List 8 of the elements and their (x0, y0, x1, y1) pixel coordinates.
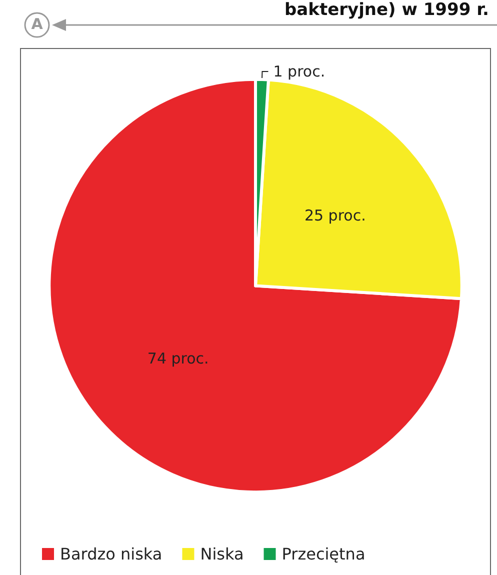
data-label: 74 proc. (147, 349, 209, 368)
data-label: 25 proc. (304, 206, 366, 224)
text: A (30, 15, 44, 33)
legend-label: Bardzo niska (60, 544, 162, 564)
chart-title: bakteryjne) w 1999 r. (284, 0, 489, 20)
data-label: 1 proc. (273, 62, 326, 80)
legend-label: Przeciętna (282, 544, 366, 564)
legend-label: Niska (200, 544, 244, 564)
